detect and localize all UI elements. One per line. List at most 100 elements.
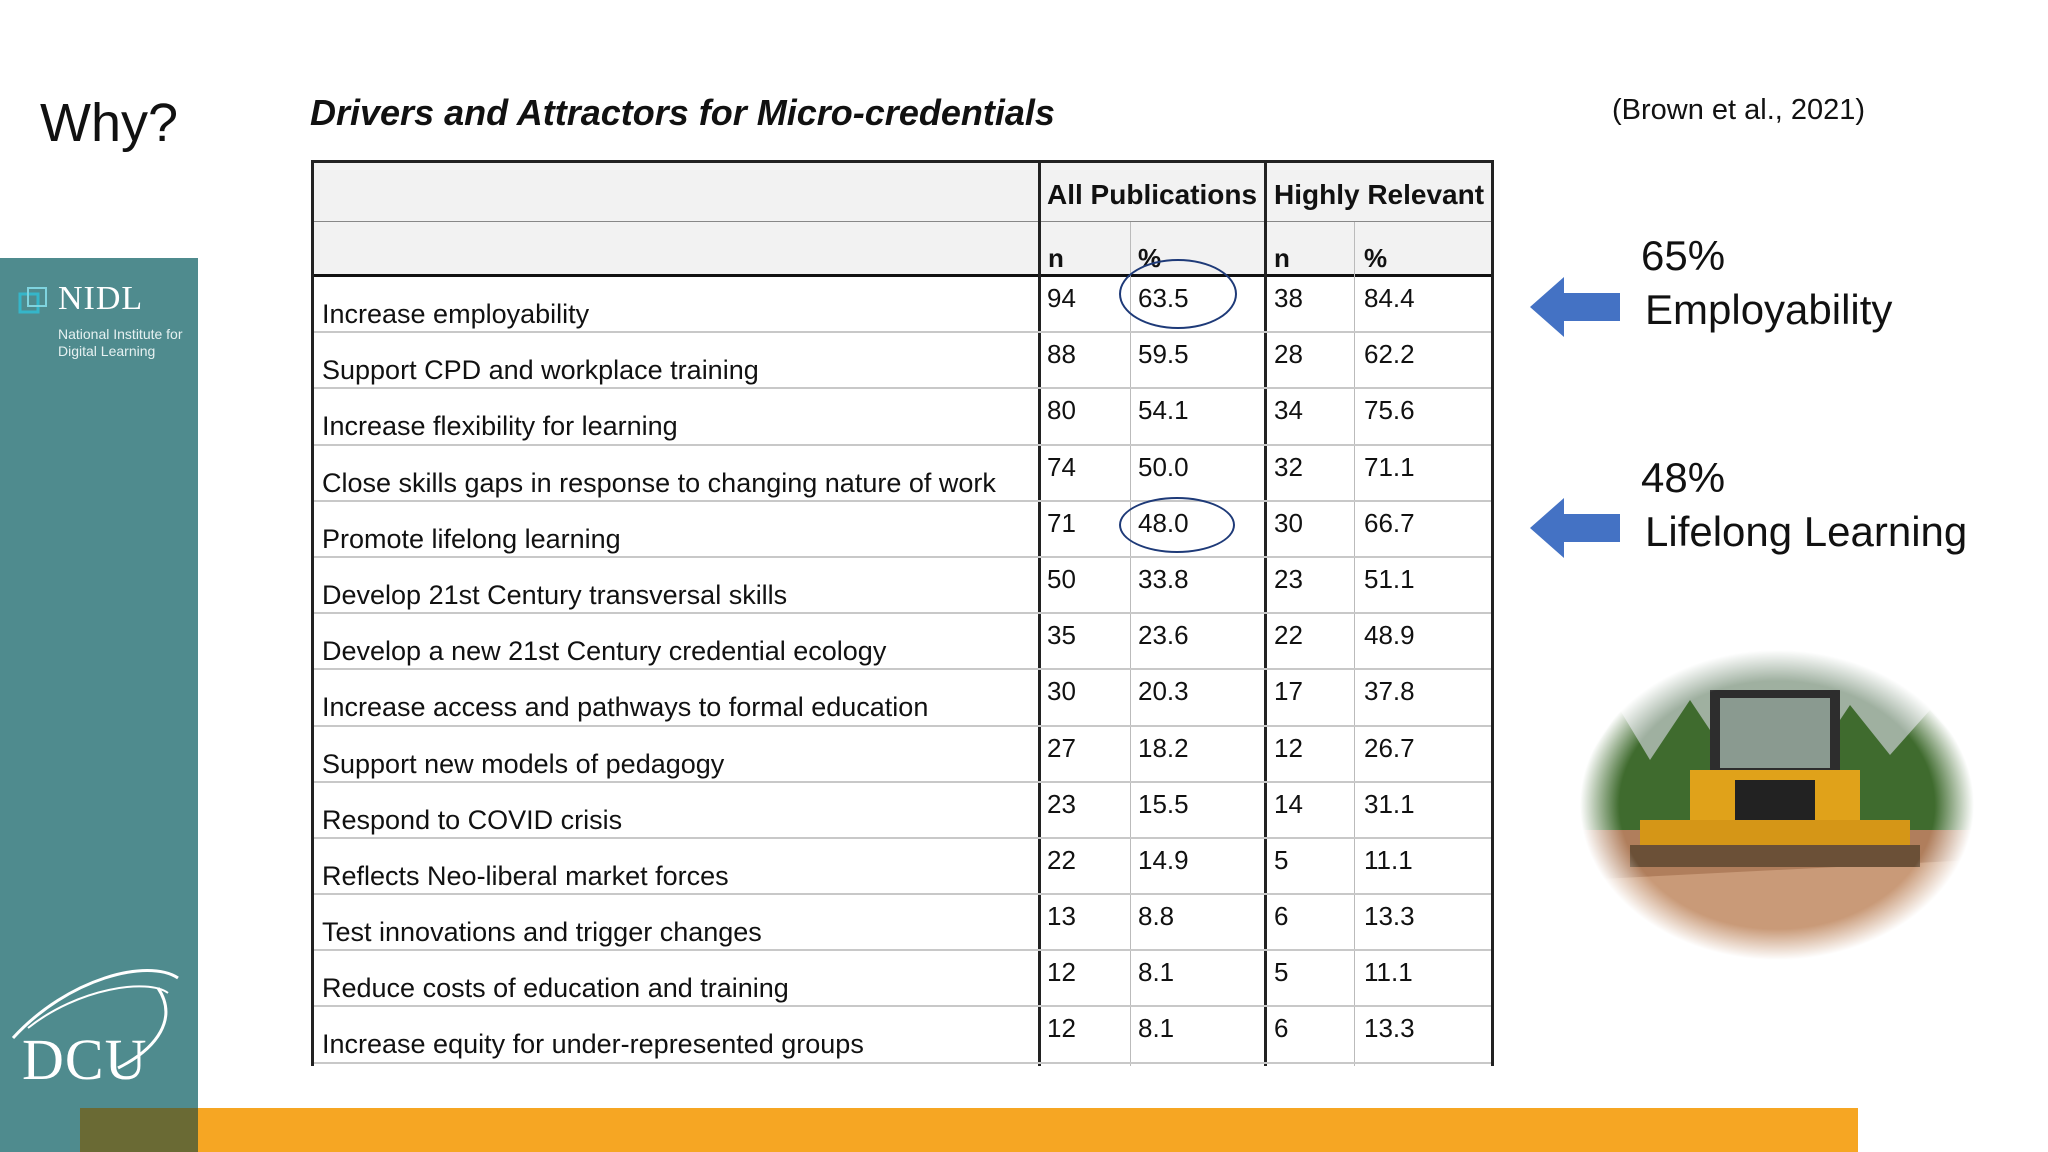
row-label: Reduce costs of education and training [322,973,789,1004]
cell-all-pct: 59.5 [1138,339,1189,370]
cell-hr-pct: 84.4 [1364,283,1415,313]
cell-all-n: 94 [1047,283,1076,313]
cell-hr-n: 38 [1274,283,1303,313]
cell-all-n: 50 [1047,563,1076,594]
annotation-employability-pct: 65% [1641,232,1726,279]
cell-hr-n: 6 [1274,1013,1289,1044]
table-body: Increase employability 94 63.5 38 84.4 Suppor… [314,277,1491,1064]
cell-hr-pct: 11.1 [1364,957,1413,988]
row-label: Reflects Neo-liberal market forces [322,860,729,891]
table-row: Test innovations and trigger changes 13 8.… [314,895,1491,952]
row-label: Increase equity for under-represented gr… [322,1029,864,1060]
cell-all-pct: 8.1 [1138,1013,1175,1044]
table-row: Develop a new 21st Century credential ec… [314,614,1491,671]
cell-all-n: 12 [1047,1013,1076,1044]
cell-hr-n: 32 [1274,451,1303,482]
table-row: Develop 21st Century transversal skills 5… [314,558,1491,615]
cell-all-n: 23 [1047,788,1076,819]
table-title: Drivers and Attractors for Micro-credent… [310,92,1055,133]
table-row: Support CPD and workplace training 88 59.5… [314,333,1491,390]
cell-hr-n: 12 [1274,732,1303,763]
row-label: Respond to COVID crisis [322,804,623,835]
row-label: Promote lifelong learning [322,523,621,554]
cell-all-n: 88 [1047,339,1076,370]
table-row: Increase access and pathways to formal e… [314,670,1491,727]
cell-hr-pct: 26.7 [1364,732,1415,763]
slide-heading: Why? [40,93,179,153]
bottom-bar [198,1108,1858,1152]
annotation-lifelong-label: Lifelong Learning [1645,508,1968,555]
column-divider [1130,222,1131,1066]
column-divider [1491,163,1494,1066]
cell-hr-n: 17 [1274,676,1303,707]
table-row: Support new models of pedagogy 27 18.2 12 26… [314,727,1491,783]
row-label: Increase flexibility for learning [322,411,678,442]
table-row: Reduce costs of education and training 12… [314,951,1491,1008]
table-row: Increase flexibility for learning 80 54.1 3… [314,389,1491,446]
annotation-lifelong-pct: 48% [1641,454,1726,501]
drivers-table: All Publications Highly Relevant n % n %… [311,160,1494,1066]
header-all-publications: All Publications [1047,179,1258,210]
table-row: Increase employability 94 63.5 38 84.4 [314,277,1491,334]
cell-hr-pct: 66.7 [1364,507,1415,538]
nidl-logo-subtitle: National Institute for Digital Learning [58,326,183,359]
table-row: Increase equity for under-represented gr… [314,1007,1491,1064]
column-divider [1264,163,1267,1066]
cell-hr-pct: 62.2 [1364,339,1415,370]
row-label: Close skills gaps in response to changin… [322,467,996,498]
cell-all-pct: 20.3 [1138,676,1189,707]
cell-hr-pct: 51.1 [1364,563,1415,594]
sidebar: NIDL National Institute for Digital Lear… [0,258,198,1152]
cell-hr-pct: 48.9 [1364,620,1415,651]
cell-hr-pct: 71.1 [1364,451,1415,482]
table-row: Close skills gaps in response to changin… [314,446,1491,502]
row-label: Develop 21st Century transversal skills [322,579,788,610]
highlight-circle-employability [1119,259,1237,329]
header-highly-relevant: Highly Relevant [1274,179,1485,210]
header-hr-pct: % [1364,243,1388,273]
nidl-logo-title: NIDL [58,280,144,317]
table-row: Respond to COVID crisis 23 15.5 14 31.1 [314,783,1491,839]
row-label: Increase employability [322,299,590,329]
dcu-logo: DCU [22,1027,148,1092]
cell-all-pct: 14.9 [1138,844,1189,875]
cell-all-n: 71 [1047,507,1076,538]
highlight-circle-lifelong [1119,497,1235,553]
row-label: Support CPD and workplace training [322,355,759,386]
table-row: Reflects Neo-liberal market forces 22 14.9… [314,839,1491,896]
dcu-swoosh-icon [11,969,179,1070]
cell-hr-n: 5 [1274,844,1289,875]
arrow-left-icon [1530,277,1620,337]
cell-hr-pct: 11.1 [1364,844,1413,875]
column-divider [1354,222,1355,1066]
cell-hr-n: 22 [1274,620,1303,651]
table-row: Promote lifelong learning 71 48.0 30 66.7 [314,502,1491,558]
citation: (Brown et al., 2021) [1612,94,1866,126]
cell-all-pct: 54.1 [1138,395,1189,426]
table-header-sub-row [314,222,1491,277]
cell-all-pct: 33.8 [1138,563,1189,594]
cell-hr-pct: 31.1 [1364,788,1415,819]
nidl-logo-icon [18,287,47,314]
column-divider [1038,163,1041,1066]
cell-all-n: 12 [1047,957,1076,988]
cell-hr-n: 34 [1274,395,1303,426]
cell-hr-n: 28 [1274,339,1303,370]
table-header-group-row: All Publications Highly Relevant [314,163,1491,222]
cell-hr-pct: 13.3 [1364,1013,1415,1044]
cell-hr-n: 5 [1274,957,1289,988]
cell-all-n: 13 [1047,901,1076,932]
arrow-left-icon [1530,498,1620,558]
cell-all-pct: 15.5 [1138,788,1189,819]
cell-all-pct: 8.8 [1138,901,1175,932]
header-all-n: n [1048,243,1064,273]
row-label: Increase access and pathways to formal e… [322,692,929,723]
cell-all-pct: 50.0 [1138,451,1189,482]
row-label: Test innovations and trigger changes [322,917,762,948]
cell-all-pct: 18.2 [1138,732,1189,763]
cell-hr-n: 30 [1274,507,1303,538]
cell-all-n: 22 [1047,844,1076,875]
cell-hr-n: 6 [1274,901,1289,932]
cell-all-n: 35 [1047,620,1076,651]
cell-hr-pct: 37.8 [1364,676,1415,707]
